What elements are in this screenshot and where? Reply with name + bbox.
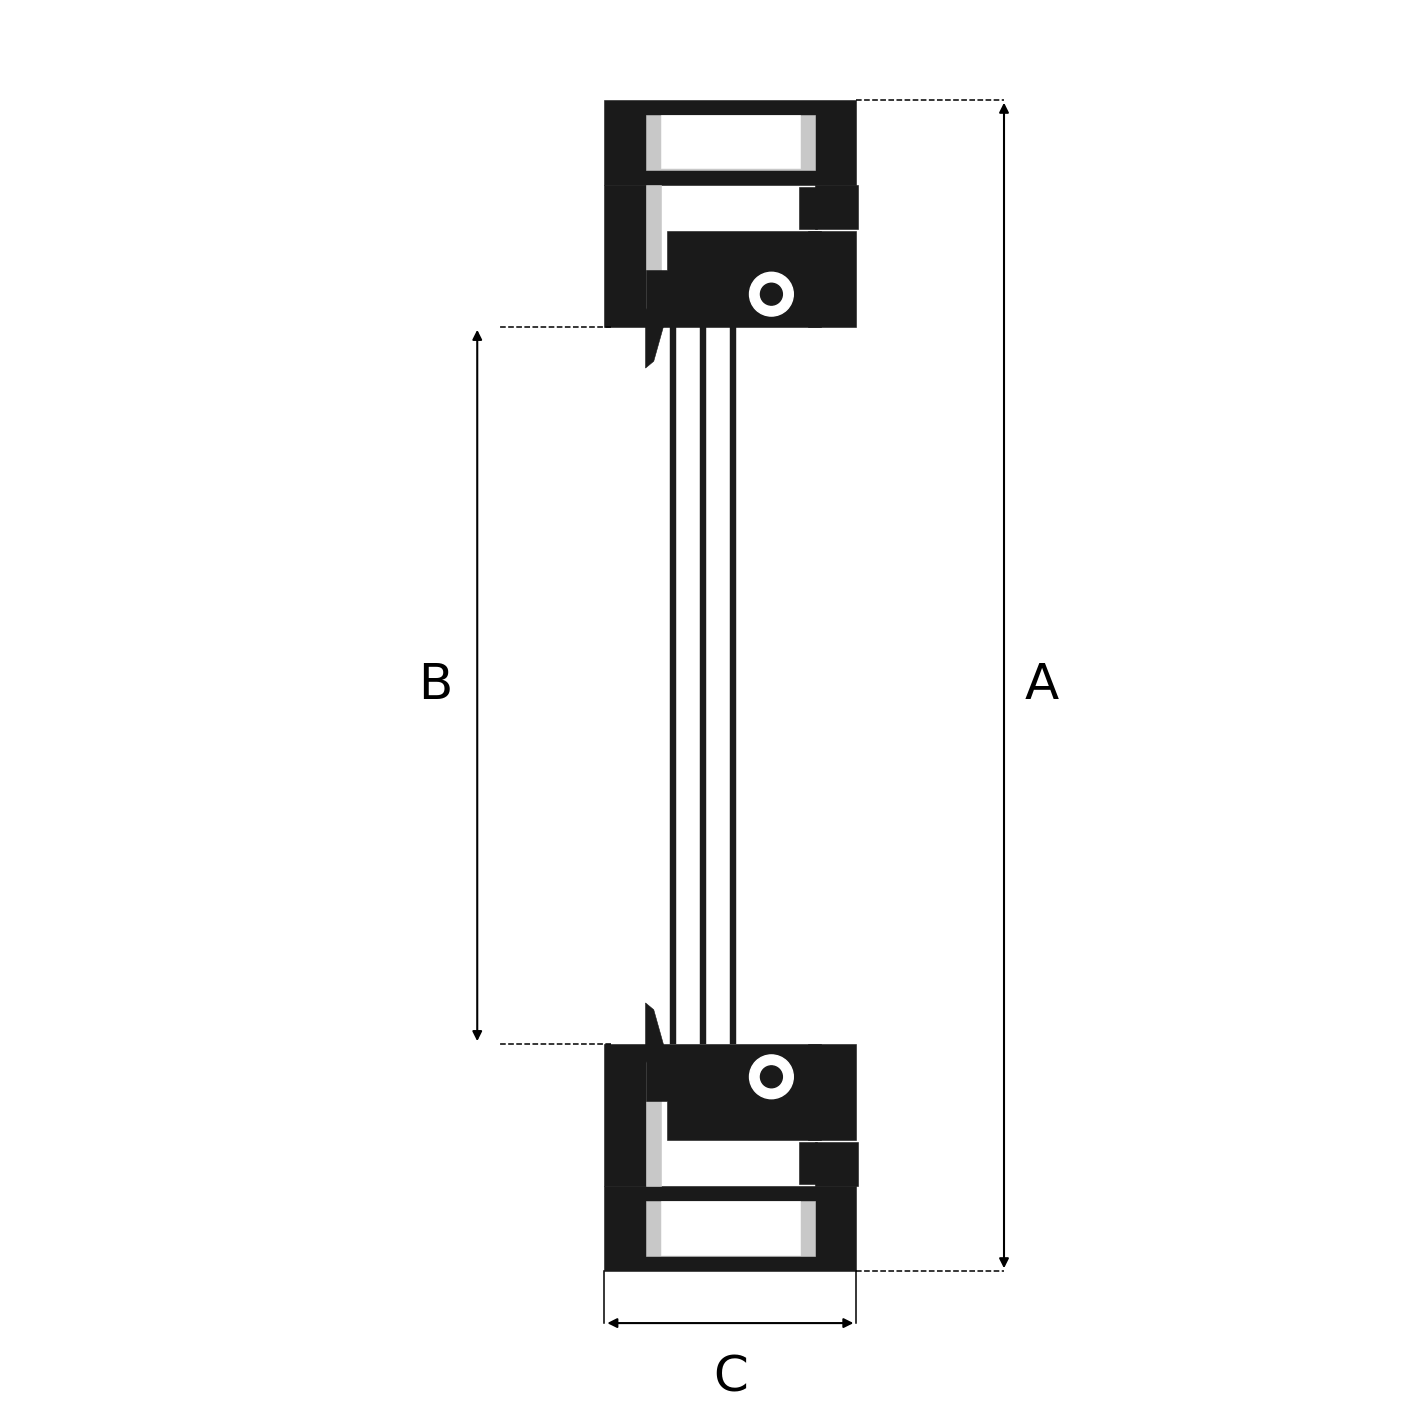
Circle shape (749, 1054, 793, 1098)
Bar (815, 1143, 858, 1187)
Text: A: A (1025, 661, 1059, 710)
Bar (605, 1045, 645, 1187)
Bar (669, 328, 676, 1045)
Circle shape (742, 266, 800, 322)
Bar (700, 328, 706, 1045)
Bar (605, 100, 856, 184)
Circle shape (742, 1049, 800, 1105)
Bar (815, 184, 858, 229)
Bar (645, 1045, 661, 1187)
Bar (799, 1143, 817, 1184)
Polygon shape (645, 1002, 676, 1101)
Bar (661, 1201, 800, 1254)
Bar (645, 115, 815, 170)
Bar (645, 184, 661, 328)
Bar (808, 231, 856, 328)
Text: B: B (419, 661, 453, 710)
Text: C: C (713, 1353, 748, 1402)
Bar (661, 115, 800, 169)
Circle shape (761, 283, 782, 305)
Circle shape (749, 273, 793, 316)
Bar (799, 187, 817, 229)
Polygon shape (645, 270, 676, 368)
Polygon shape (645, 1045, 821, 1140)
Bar (808, 1045, 856, 1140)
Bar (605, 184, 645, 328)
Bar (730, 328, 737, 1045)
Polygon shape (645, 231, 821, 328)
Bar (605, 1187, 856, 1271)
Bar (645, 1201, 815, 1256)
Circle shape (761, 1066, 782, 1088)
